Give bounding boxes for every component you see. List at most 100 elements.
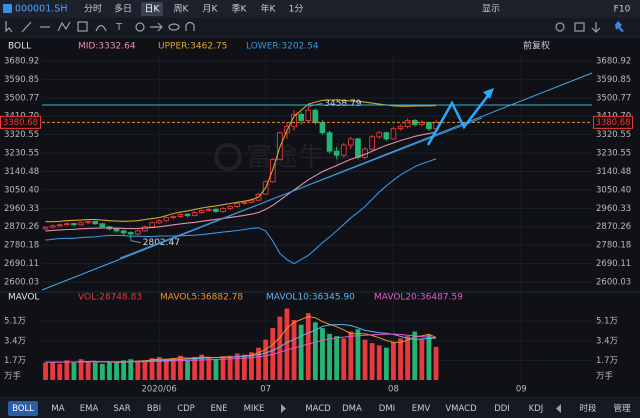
volume-bar (348, 331, 354, 380)
wave-tool[interactable] (57, 21, 71, 32)
x-tick-label: 08 (388, 385, 399, 395)
boll-label[interactable]: BOLL (8, 42, 31, 52)
indicator-tab[interactable]: CDP (177, 404, 195, 414)
period-tab[interactable]: 年K (261, 3, 277, 15)
indicator-tab[interactable]: EMA (80, 404, 99, 414)
volume-header-vol: VOL:28748.83 (78, 293, 142, 303)
indicator-tab[interactable]: DMI (379, 404, 395, 414)
indicator-tab[interactable]: VMACD (445, 404, 477, 414)
volume-bar (213, 359, 219, 380)
f10-button[interactable]: F10 (614, 5, 631, 15)
plot: 分时多日日K周K月K季K年K1分2020/060708093458.792802… (4, 2, 618, 395)
line-tool[interactable] (21, 21, 32, 33)
volume-bar (277, 316, 283, 380)
volume-bar (312, 322, 318, 380)
y-tick-label-right: 2600.03 (596, 278, 631, 288)
candle-body (298, 113, 305, 121)
volume-tick-label: 3.4万 (4, 336, 26, 346)
settings-icon[interactable] (555, 22, 565, 32)
candle-body (340, 144, 347, 156)
period-tab[interactable]: 分时 (84, 3, 102, 15)
candle-body (383, 132, 390, 140)
y-tick-label-right: 3320.55 (596, 130, 631, 140)
display-menu[interactable]: 显示 (482, 4, 500, 15)
period-tab[interactable]: 周K (174, 4, 190, 15)
text-tool[interactable]: T (115, 22, 123, 33)
period-tab[interactable]: 季K (232, 3, 248, 15)
drawn-arrowhead (483, 88, 494, 99)
volume-bar (85, 361, 91, 380)
candle-body (99, 223, 106, 228)
tab-scroll-right[interactable] (281, 404, 286, 413)
arrow-tool[interactable] (150, 22, 163, 32)
active-tab-bg (141, 2, 163, 16)
y-tick-label-right: 2690.11 (596, 259, 631, 269)
volume-bar (234, 353, 240, 380)
candle-body (170, 216, 177, 219)
volume-bar (71, 362, 77, 380)
volume-unit-right: 万手 (596, 371, 614, 382)
indicator-tab[interactable]: BBI (147, 404, 161, 414)
volume-bar (419, 338, 425, 380)
indicator-tab[interactable]: MIKE (244, 404, 265, 414)
candle-body (319, 122, 326, 134)
download-icon[interactable] (591, 22, 601, 33)
y-tick-label: 2870.26 (4, 222, 39, 232)
indicator-tab[interactable]: SAR (113, 404, 130, 414)
volume-unit: 万手 (4, 371, 22, 382)
indicator-tab[interactable]: DDI (494, 404, 510, 414)
bottom-button[interactable]: 时段 (579, 403, 597, 414)
period-tab[interactable]: 多日 (114, 3, 132, 15)
drawn-arrow (426, 92, 491, 146)
ellipse-tool[interactable] (135, 22, 145, 32)
volume-bar (206, 358, 212, 380)
indicator-tab[interactable]: BOLL (12, 404, 34, 414)
bottom-button[interactable]: 管理 (613, 403, 631, 414)
candle-body (120, 230, 127, 234)
indicator-tab[interactable]: EMV (412, 404, 431, 414)
period-tab[interactable]: 1分 (289, 4, 304, 15)
cursor-tool[interactable] (5, 21, 13, 33)
period-tab[interactable]: 月K (203, 4, 219, 15)
candle-body (404, 120, 411, 128)
symbol[interactable]: 000001.SH (15, 4, 67, 15)
y-tick-label: 3680.92 (4, 57, 39, 67)
candle-body (92, 221, 99, 225)
indicator-tab[interactable]: MACD (305, 404, 331, 414)
candle-body (227, 205, 234, 209)
volume-header-name[interactable]: MAVOL (8, 293, 39, 303)
candle-body (56, 224, 63, 227)
volume-header-mavol5: MAVOL5:36882.78 (160, 293, 243, 303)
volume-bar (92, 362, 98, 380)
layout-icon[interactable] (574, 22, 585, 32)
period-tab[interactable]: 日K (145, 4, 161, 15)
volume-tick-label: 1.7万 (4, 356, 26, 366)
volume-bar (327, 333, 332, 380)
volume-bar (369, 343, 375, 380)
current-price-label: 3380.68 (3, 118, 38, 128)
candle-body (134, 230, 141, 235)
tab-scroll-left[interactable] (556, 404, 561, 413)
indicator-tab[interactable]: ENE (210, 404, 227, 414)
volume-bar (178, 355, 183, 380)
indicator-tab[interactable]: MA (51, 404, 64, 414)
volume-tick-label-right: 3.4万 (596, 336, 618, 346)
right-tools[interactable] (555, 21, 624, 33)
rect-tool[interactable] (77, 21, 88, 32)
candle-body (149, 222, 155, 228)
volume-bar (185, 360, 190, 380)
candle-body (305, 109, 312, 121)
drawing-tools[interactable]: T (5, 21, 195, 33)
eye-tool[interactable] (168, 23, 180, 31)
magnet-tool[interactable] (185, 21, 195, 32)
candle-body (419, 122, 425, 126)
volume-bar (142, 360, 148, 380)
volume-bar (291, 320, 297, 380)
pin-icon[interactable] (615, 21, 624, 32)
y-tick-label: 2690.11 (4, 259, 39, 269)
adjust-menu[interactable]: 前复权 (523, 40, 550, 52)
y-tick-label: 2780.18 (4, 241, 39, 251)
indicator-tab[interactable]: DMA (342, 404, 362, 414)
indicator-tab[interactable]: KDJ (529, 404, 544, 414)
arc-tool[interactable] (95, 24, 107, 32)
